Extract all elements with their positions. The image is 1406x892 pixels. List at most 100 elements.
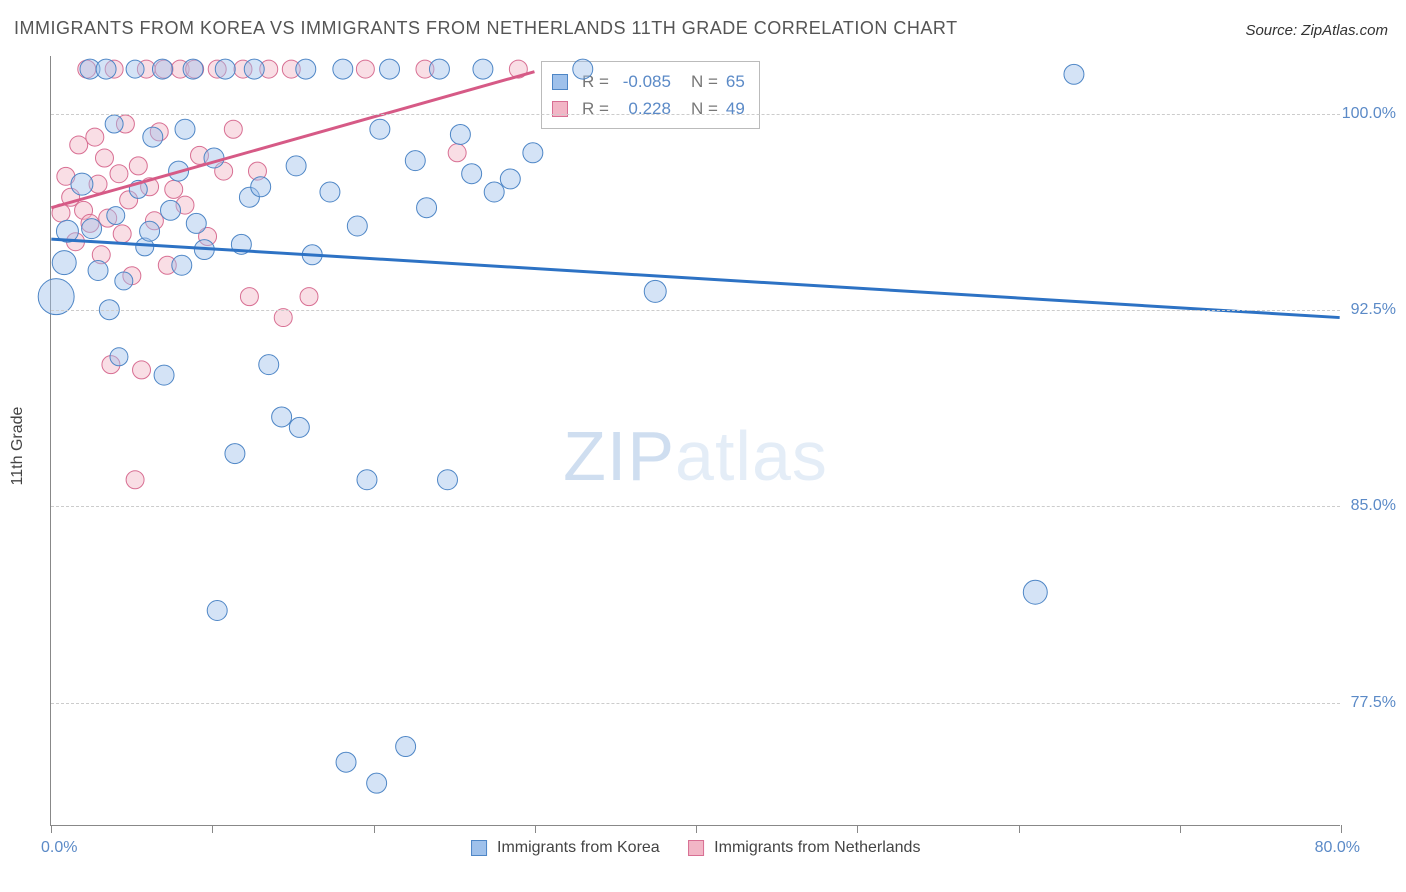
data-point — [82, 219, 102, 239]
data-point — [105, 115, 123, 133]
data-point — [462, 164, 482, 184]
data-point — [207, 601, 227, 621]
data-point — [126, 471, 144, 489]
data-point — [52, 251, 76, 275]
x-tick — [535, 825, 536, 833]
gridline — [51, 703, 1340, 704]
trend-line — [51, 239, 1339, 317]
gridline — [51, 114, 1340, 115]
data-point — [405, 151, 425, 171]
x-tick — [212, 825, 213, 833]
data-point — [417, 198, 437, 218]
data-point — [86, 128, 104, 146]
legend-swatch-korea — [471, 840, 487, 856]
legend-item-korea: Immigrants from Korea — [471, 839, 660, 857]
data-point — [500, 169, 520, 189]
data-point — [70, 136, 88, 154]
legend-label: Immigrants from Netherlands — [714, 839, 920, 856]
data-point — [336, 752, 356, 772]
data-point — [259, 355, 279, 375]
y-tick-label: 77.5% — [1351, 694, 1396, 712]
data-point — [110, 165, 128, 183]
gridline — [51, 506, 1340, 507]
data-point — [154, 365, 174, 385]
y-tick-label: 85.0% — [1351, 497, 1396, 515]
data-point — [140, 221, 160, 241]
x-tick — [374, 825, 375, 833]
data-point — [143, 127, 163, 147]
legend-bottom: Immigrants from Korea Immigrants from Ne… — [471, 839, 921, 857]
data-point — [450, 124, 470, 144]
data-point — [274, 309, 292, 327]
data-point — [225, 444, 245, 464]
data-point — [113, 225, 131, 243]
data-point — [126, 60, 144, 78]
data-point — [224, 120, 242, 138]
x-tick-label-end: 80.0% — [1315, 839, 1360, 857]
data-point — [186, 213, 206, 233]
data-point — [523, 143, 543, 163]
data-point — [573, 59, 593, 79]
scatter-svg — [51, 56, 1340, 825]
data-point — [370, 119, 390, 139]
y-axis-title: 11th Grade — [9, 407, 27, 486]
data-point — [71, 173, 93, 195]
data-point — [172, 255, 192, 275]
data-point — [333, 59, 353, 79]
data-point — [244, 59, 264, 79]
data-point — [161, 200, 181, 220]
legend-swatch-netherlands — [688, 840, 704, 856]
data-point — [429, 59, 449, 79]
data-point — [438, 470, 458, 490]
x-tick — [857, 825, 858, 833]
data-point — [300, 288, 318, 306]
data-point — [320, 182, 340, 202]
data-point — [347, 216, 367, 236]
data-point — [286, 156, 306, 176]
data-point — [88, 260, 108, 280]
data-point — [251, 177, 271, 197]
data-point — [473, 59, 493, 79]
x-tick-label-start: 0.0% — [41, 839, 77, 857]
data-point — [1023, 580, 1047, 604]
data-point — [356, 60, 374, 78]
data-point — [240, 288, 258, 306]
data-point — [110, 348, 128, 366]
data-point — [367, 773, 387, 793]
x-tick — [51, 825, 52, 833]
data-point — [175, 119, 195, 139]
data-point — [272, 407, 292, 427]
data-point — [380, 59, 400, 79]
legend-item-netherlands: Immigrants from Netherlands — [688, 839, 921, 857]
data-point — [484, 182, 504, 202]
data-point — [396, 737, 416, 757]
y-tick-label: 100.0% — [1342, 105, 1396, 123]
x-tick — [1341, 825, 1342, 833]
data-point — [95, 149, 113, 167]
data-point — [296, 59, 316, 79]
data-point — [152, 59, 172, 79]
x-tick — [696, 825, 697, 833]
data-point — [644, 280, 666, 302]
source-attribution: Source: ZipAtlas.com — [1245, 22, 1388, 39]
chart-container: IMMIGRANTS FROM KOREA VS IMMIGRANTS FROM… — [0, 0, 1406, 892]
data-point — [96, 59, 116, 79]
data-point — [1064, 64, 1084, 84]
data-point — [107, 207, 125, 225]
x-tick — [1180, 825, 1181, 833]
data-point — [129, 157, 147, 175]
chart-title: IMMIGRANTS FROM KOREA VS IMMIGRANTS FROM… — [14, 18, 958, 39]
data-point — [357, 470, 377, 490]
data-point — [215, 59, 235, 79]
gridline — [51, 310, 1340, 311]
data-point — [115, 272, 133, 290]
data-point — [448, 144, 466, 162]
plot-area: ZIPatlas R = -0.085 N = 65 R = 0.228 N =… — [50, 56, 1340, 826]
data-point — [289, 417, 309, 437]
data-point — [183, 59, 203, 79]
data-point — [165, 180, 183, 198]
y-tick-label: 92.5% — [1351, 301, 1396, 319]
x-tick — [1019, 825, 1020, 833]
data-point — [133, 361, 151, 379]
legend-label: Immigrants from Korea — [497, 839, 660, 856]
